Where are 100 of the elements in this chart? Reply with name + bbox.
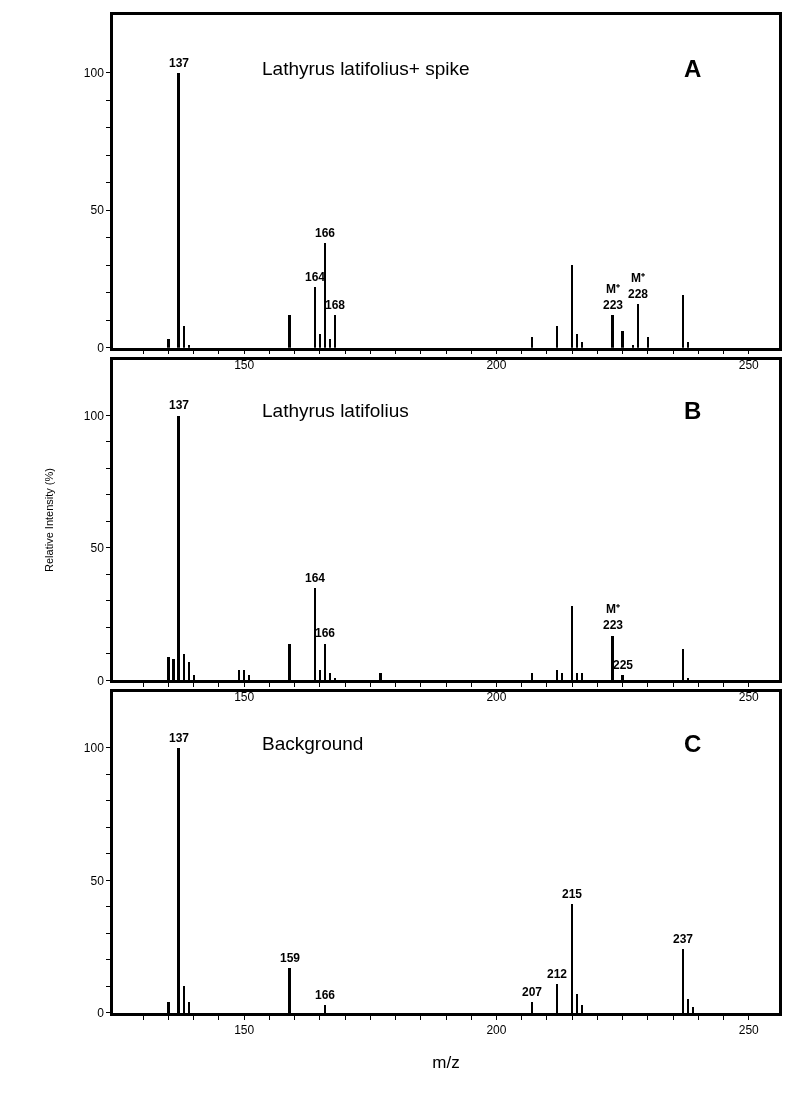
bar bbox=[571, 265, 573, 348]
annotation: 164 bbox=[305, 270, 326, 284]
bar bbox=[188, 661, 190, 681]
bar bbox=[319, 669, 321, 681]
annotation: M⁺ 223 bbox=[603, 282, 624, 312]
bar bbox=[531, 672, 533, 681]
x-tick-label: 150 bbox=[234, 1023, 255, 1038]
bar bbox=[556, 984, 558, 1013]
y-tick-label: 0 bbox=[97, 673, 105, 688]
bar bbox=[581, 342, 583, 348]
bar bbox=[193, 674, 195, 681]
bar bbox=[571, 904, 573, 1013]
bar bbox=[248, 674, 250, 681]
bar bbox=[379, 672, 382, 681]
y-tick-label: 0 bbox=[97, 1006, 105, 1021]
x-tick-label: 200 bbox=[486, 1023, 507, 1038]
y-tick-label: 50 bbox=[90, 873, 105, 888]
bar bbox=[682, 949, 684, 1013]
annotation: 168 bbox=[325, 298, 346, 312]
bar bbox=[576, 672, 578, 681]
bar bbox=[561, 672, 563, 681]
bar bbox=[238, 669, 240, 681]
annotation: 137 bbox=[169, 56, 190, 70]
bar bbox=[531, 337, 533, 348]
x-tick-label: 200 bbox=[486, 357, 507, 372]
annotation: 207 bbox=[522, 985, 543, 999]
bar bbox=[581, 1005, 583, 1013]
y-axis-title: Relative Intensity (%) bbox=[43, 468, 56, 572]
bar bbox=[324, 243, 326, 348]
bar bbox=[288, 315, 291, 348]
bar bbox=[167, 339, 170, 348]
annotation: 166 bbox=[315, 988, 336, 1002]
bar bbox=[188, 1002, 190, 1013]
annotation: 137 bbox=[169, 398, 190, 412]
y-tick-label: 100 bbox=[83, 408, 105, 423]
bar bbox=[682, 648, 684, 681]
bar bbox=[288, 643, 291, 681]
bar bbox=[576, 334, 578, 348]
bar bbox=[288, 968, 291, 1013]
annotation: 166 bbox=[315, 626, 336, 640]
x-tick-label: 250 bbox=[738, 690, 760, 705]
text: Lathyrus latifolius+ spike bbox=[262, 58, 470, 79]
bar bbox=[183, 653, 185, 681]
y-tick-label: 50 bbox=[90, 203, 105, 218]
bar bbox=[167, 656, 170, 681]
x-tick-label: 150 bbox=[234, 690, 255, 705]
annotation: 137 bbox=[169, 731, 190, 745]
y-tick-label: 0 bbox=[97, 340, 105, 355]
bar bbox=[319, 334, 321, 348]
bar bbox=[647, 337, 649, 348]
bar bbox=[637, 304, 639, 348]
bar bbox=[324, 1005, 326, 1013]
x-tick-label: 200 bbox=[486, 690, 507, 705]
bar bbox=[556, 326, 558, 348]
text: B bbox=[684, 397, 702, 424]
x-tick-label: 250 bbox=[738, 357, 760, 372]
bar bbox=[167, 1002, 170, 1013]
text: Lathyrus latifolius bbox=[262, 400, 409, 421]
annotation: M⁺ 228 bbox=[628, 271, 649, 301]
bar bbox=[556, 669, 558, 681]
annotation: M⁺ 223 bbox=[603, 602, 624, 632]
annotation: 166 bbox=[315, 226, 336, 240]
annotation: 225 bbox=[613, 658, 634, 672]
bar bbox=[329, 672, 331, 681]
y-tick-label: 100 bbox=[83, 741, 105, 756]
bar bbox=[183, 326, 185, 348]
bar bbox=[172, 658, 175, 681]
bar bbox=[329, 339, 331, 348]
bar bbox=[581, 672, 583, 681]
y-tick-label: 50 bbox=[90, 541, 105, 556]
bar bbox=[314, 587, 316, 681]
bar bbox=[576, 994, 578, 1013]
bar bbox=[611, 635, 614, 681]
bar bbox=[531, 1002, 533, 1013]
bar bbox=[243, 669, 245, 681]
x-tick-label: 150 bbox=[234, 357, 255, 372]
bar bbox=[177, 73, 180, 348]
bar bbox=[692, 1007, 694, 1013]
bar bbox=[334, 315, 336, 348]
bar bbox=[687, 342, 689, 348]
bar bbox=[687, 999, 689, 1013]
x-tick-label: 250 bbox=[738, 1023, 760, 1038]
annotation: 159 bbox=[280, 951, 301, 965]
annotation: 212 bbox=[547, 967, 568, 981]
bar bbox=[183, 986, 185, 1013]
text: A bbox=[684, 55, 702, 82]
annotation: 215 bbox=[562, 887, 583, 901]
bar bbox=[682, 295, 684, 348]
bar bbox=[177, 415, 180, 681]
annotation: 237 bbox=[673, 932, 694, 946]
y-tick-label: 100 bbox=[83, 65, 105, 80]
bar bbox=[314, 287, 316, 348]
text: C bbox=[684, 730, 702, 757]
text: Background bbox=[262, 733, 364, 754]
bar bbox=[611, 315, 614, 348]
bar bbox=[324, 643, 326, 681]
x-axis-title: m/z bbox=[432, 1052, 460, 1072]
bar bbox=[621, 331, 624, 348]
annotation: 164 bbox=[305, 571, 326, 585]
bar bbox=[571, 605, 573, 681]
